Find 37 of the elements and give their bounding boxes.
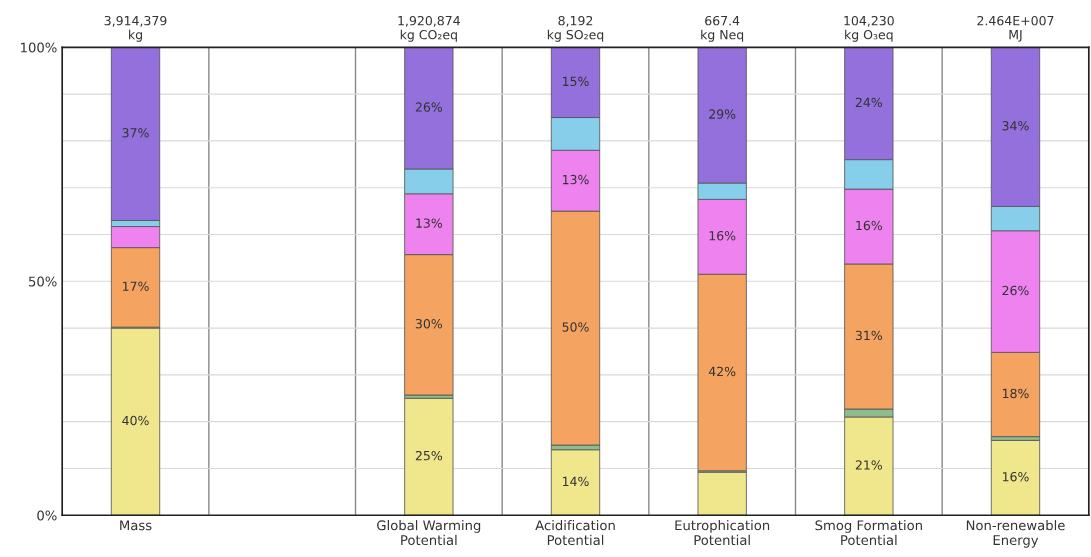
x-tick-label: Smog Formation Potential [815, 520, 922, 546]
annotation: 2.464E+007 MJ [977, 15, 1054, 42]
data-label: 26% [415, 102, 443, 112]
data-label: 13% [562, 174, 589, 185]
data-label: 50% [562, 322, 589, 332]
annotation: 104,230 kg O₃eq [844, 15, 894, 42]
x-tick-label: Acidification Potential [535, 520, 615, 546]
data-label: 14% [562, 476, 589, 487]
data-label: 16% [709, 231, 736, 241]
annotation: 667.4 kg Neq [701, 15, 744, 42]
data-label: 21% [855, 460, 883, 470]
data-label: 37% [122, 128, 149, 138]
x-tick-label: Non-renewable Energy [966, 520, 1065, 548]
data-label: 42% [708, 366, 736, 377]
x-tick-label: Global Warming Potential [377, 520, 481, 546]
data-label: 30% [415, 318, 443, 329]
y-tick-label: 50% [29, 276, 57, 287]
annotation: 3,914,379 kg [104, 15, 167, 42]
data-label: 16% [856, 220, 883, 231]
annotation: 1,920,874 kg CO₂eq [398, 15, 460, 42]
x-tick-label: Mass [120, 520, 152, 531]
data-label: 13% [416, 218, 443, 228]
data-label: 26% [1002, 285, 1029, 296]
y-tick-label: 0% [37, 510, 57, 521]
data-label: 34% [1002, 121, 1029, 131]
data-label: 17% [123, 281, 149, 291]
data-label: 24% [855, 97, 883, 108]
x-tick-label: Eutrophication Potential [675, 520, 770, 546]
data-label: 25% [415, 450, 443, 461]
data-label: 31% [855, 330, 883, 341]
y-tick-label: 100% [21, 42, 57, 53]
data-label: 40% [122, 415, 149, 426]
data-label: 18% [1002, 388, 1029, 399]
data-label: 15% [562, 76, 589, 87]
data-label: 16% [1002, 471, 1029, 482]
data-label: 29% [709, 109, 736, 119]
annotation: 8,192 kg SO₂eq [547, 15, 604, 42]
